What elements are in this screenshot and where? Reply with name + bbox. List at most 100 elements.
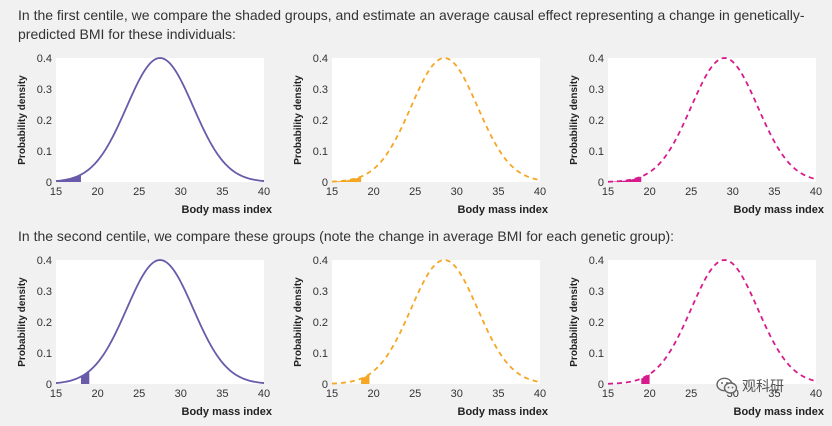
x-tick-label: 40 xyxy=(258,388,270,400)
y-axis-label: Probability density xyxy=(17,75,28,165)
y-tick-label: 0 xyxy=(598,177,604,189)
x-tick-label: 35 xyxy=(768,186,780,198)
x-tick-label: 25 xyxy=(133,388,145,400)
y-axis-label: Probability density xyxy=(293,75,304,165)
x-axis-label: Body mass index xyxy=(734,406,825,418)
plot-area xyxy=(608,260,816,384)
y-tick-label: 0.3 xyxy=(313,84,328,96)
plot-area xyxy=(332,260,540,384)
wechat-icon xyxy=(716,377,738,394)
x-tick-label: 30 xyxy=(451,388,463,400)
x-tick-label: 15 xyxy=(602,186,614,198)
y-tick-label: 0.3 xyxy=(589,84,604,96)
y-tick-label: 0.2 xyxy=(589,115,604,127)
x-tick-label: 35 xyxy=(768,388,780,400)
y-tick-label: 0.4 xyxy=(37,255,52,267)
plot-area xyxy=(56,260,264,384)
shaded-region xyxy=(641,374,650,384)
second-centile-caption: In the second centile, we compare these … xyxy=(18,228,675,244)
x-tick-label: 40 xyxy=(534,186,546,198)
x-tick-label: 35 xyxy=(216,388,228,400)
x-tick-label: 40 xyxy=(810,388,822,400)
x-tick-label: 30 xyxy=(175,388,187,400)
y-axis-label: Probability density xyxy=(17,277,28,367)
x-tick-label: 35 xyxy=(216,186,228,198)
y-tick-label: 0.3 xyxy=(589,286,604,298)
shaded-region xyxy=(332,176,362,182)
y-tick-label: 0.4 xyxy=(589,255,604,267)
x-tick-label: 20 xyxy=(367,388,379,400)
y-tick-label: 0.2 xyxy=(589,317,604,329)
x-tick-label: 20 xyxy=(91,186,103,198)
density-curve xyxy=(55,57,265,182)
shaded-region xyxy=(361,374,370,384)
x-tick-label: 40 xyxy=(534,388,546,400)
chart-row2-col2: 0 0.1 0.2 0.3 0.4 15 20 25 30 35 40 Body mass index… xyxy=(293,255,549,418)
x-tick-label: 20 xyxy=(643,388,655,400)
x-tick-label: 20 xyxy=(367,186,379,198)
chart-row1-col1: 0 0.1 0.2 0.3 0.4 15 20 25 30 35 40 Body mass index… xyxy=(17,53,273,216)
x-axis-label: Body mass index xyxy=(458,406,549,418)
y-tick-label: 0 xyxy=(46,379,52,391)
watermark: 观科研 xyxy=(716,376,784,396)
x-tick-label: 15 xyxy=(602,388,614,400)
y-tick-label: 0.2 xyxy=(37,317,52,329)
y-tick-label: 0.4 xyxy=(313,53,328,65)
y-tick-label: 0.3 xyxy=(313,286,328,298)
x-axis-label: Body mass index xyxy=(458,204,549,216)
watermark-text: 观科研 xyxy=(742,379,784,395)
y-tick-label: 0.1 xyxy=(313,348,328,360)
shaded-region xyxy=(608,176,642,182)
y-axis-label: Probability density xyxy=(569,75,580,165)
y-tick-label: 0.2 xyxy=(313,115,328,127)
y-tick-label: 0 xyxy=(322,379,328,391)
x-tick-label: 15 xyxy=(50,388,62,400)
y-tick-label: 0.4 xyxy=(37,53,52,65)
x-tick-label: 30 xyxy=(175,186,187,198)
x-axis-label: Body mass index xyxy=(182,406,273,418)
x-tick-label: 40 xyxy=(810,186,822,198)
y-tick-label: 0.1 xyxy=(37,146,52,158)
chart-row1-col2: 0 0.1 0.2 0.3 0.4 15 20 25 30 35 40 Body mass index… xyxy=(293,53,549,216)
chart-row1-col3: 0 0.1 0.2 0.3 0.4 15 20 25 30 35 40 Body mass index… xyxy=(569,53,825,216)
y-tick-label: 0.3 xyxy=(37,286,52,298)
x-tick-label: 30 xyxy=(727,186,739,198)
y-tick-label: 0.1 xyxy=(37,348,52,360)
y-tick-label: 0.4 xyxy=(589,53,604,65)
x-tick-label: 35 xyxy=(492,186,504,198)
y-tick-label: 0.1 xyxy=(313,146,328,158)
y-tick-label: 0.3 xyxy=(37,84,52,96)
y-tick-label: 0.2 xyxy=(37,115,52,127)
x-tick-label: 40 xyxy=(258,186,270,198)
density-curve xyxy=(55,259,265,384)
x-tick-label: 30 xyxy=(451,186,463,198)
plot-area xyxy=(332,58,540,182)
x-tick-label: 15 xyxy=(50,186,62,198)
chart-row2-col1: 0 0.1 0.2 0.3 0.4 15 20 25 30 35 40 Body mass index… xyxy=(17,255,273,418)
x-tick-label: 15 xyxy=(326,388,338,400)
first-centile-caption: In the first centile, we compare the sha… xyxy=(18,7,805,42)
y-tick-label: 0 xyxy=(46,177,52,189)
y-tick-label: 0 xyxy=(322,177,328,189)
y-tick-label: 0.1 xyxy=(589,146,604,158)
x-tick-label: 20 xyxy=(643,186,655,198)
shaded-region xyxy=(56,174,81,182)
x-axis-label: Body mass index xyxy=(734,204,825,216)
shaded-region xyxy=(80,371,90,384)
density-curve xyxy=(331,259,541,385)
x-tick-label: 25 xyxy=(409,388,421,400)
density-curve xyxy=(331,57,541,183)
x-tick-label: 20 xyxy=(91,388,103,400)
x-tick-label: 25 xyxy=(133,186,145,198)
x-tick-label: 25 xyxy=(409,186,421,198)
y-tick-label: 0.2 xyxy=(313,317,328,329)
x-tick-label: 35 xyxy=(492,388,504,400)
plot-area xyxy=(56,58,264,182)
y-tick-label: 0 xyxy=(598,379,604,391)
x-axis-label: Body mass index xyxy=(182,204,273,216)
x-tick-label: 25 xyxy=(685,186,697,198)
y-tick-label: 0.4 xyxy=(313,255,328,267)
y-axis-label: Probability density xyxy=(569,277,580,367)
x-tick-label: 25 xyxy=(685,388,697,400)
